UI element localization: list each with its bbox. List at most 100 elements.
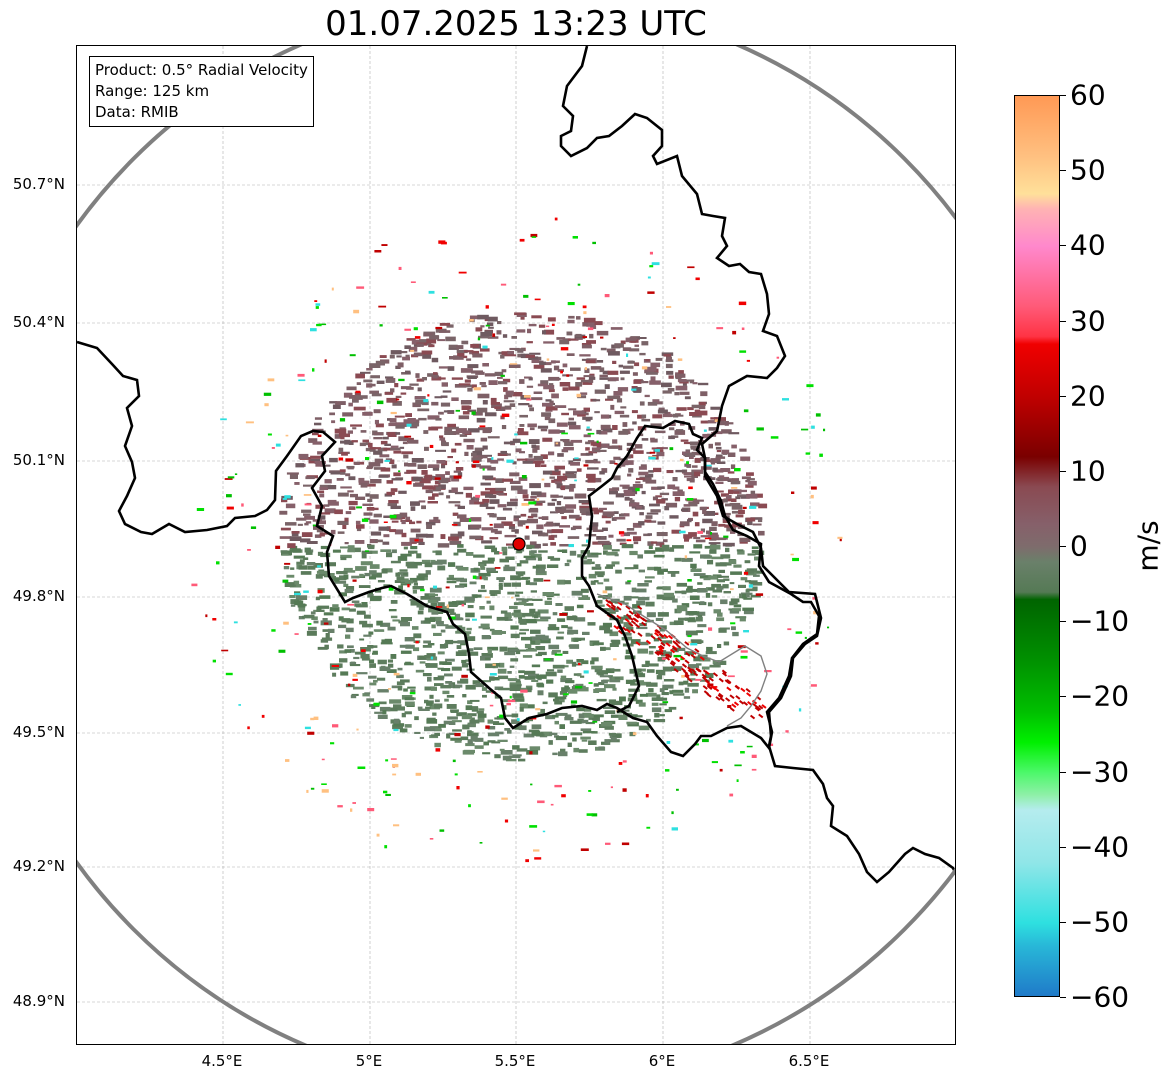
echo-pixel (569, 483, 576, 489)
echo-pixel (664, 506, 670, 511)
echo-pixel (394, 589, 406, 595)
echo-pixel (390, 447, 401, 451)
echo-pixel (628, 360, 634, 364)
echo-pixel (547, 556, 555, 559)
echo-pixel (356, 528, 362, 532)
echo-pixel (396, 355, 402, 358)
echo-pixel (303, 614, 315, 619)
echo-pixel (683, 472, 696, 476)
echo-pixel (410, 528, 421, 533)
echo-pixel-accent (529, 751, 533, 755)
echo-pixel (534, 614, 539, 619)
echo-pixel (413, 633, 422, 639)
echo-streak (630, 628, 636, 634)
echo-pixel (644, 394, 650, 398)
echo-pixel (716, 660, 727, 665)
echo-pixel (498, 578, 504, 583)
echo-pixel (583, 708, 592, 712)
echo-pixel (614, 677, 620, 680)
echo-pixel (467, 651, 479, 656)
echo-pixel (520, 513, 527, 517)
echo-pixel (556, 636, 564, 640)
echo-pixel-accent (494, 567, 501, 569)
echo-pixel (431, 611, 439, 615)
echo-pixel (482, 445, 488, 450)
echo-pixel (529, 746, 541, 751)
echo-pixel (362, 412, 373, 416)
echo-pixel (461, 405, 470, 410)
echo-pixel-accent (697, 530, 703, 534)
echo-pixel (592, 441, 598, 447)
echo-pixel (446, 580, 457, 584)
echo-pixel (512, 693, 524, 698)
echo-pixel-accent (525, 525, 529, 529)
echo-pixel (724, 524, 735, 528)
echo-pixel-accent (321, 758, 325, 761)
echo-pixel (710, 417, 718, 420)
echo-pixel (377, 677, 386, 681)
echo-pixel (320, 464, 331, 467)
echo-pixel (540, 638, 551, 644)
echo-pixel (607, 445, 619, 449)
echo-pixel (662, 684, 674, 689)
echo-pixel (529, 352, 541, 355)
echo-pixel (588, 740, 597, 745)
echo-pixel (303, 484, 313, 487)
echo-pixel-accent (278, 649, 286, 653)
echo-pixel-accent (226, 506, 234, 510)
echo-pixel (432, 486, 442, 492)
echo-pixel (669, 621, 679, 626)
echo-pixel (456, 578, 467, 582)
echo-pixel (484, 545, 496, 549)
echo-pixel (635, 699, 643, 704)
echo-pixel (618, 619, 624, 624)
echo-pixel (498, 351, 503, 355)
echo-pixel (405, 413, 412, 417)
country-borders (77, 46, 955, 884)
echo-pixel (657, 486, 665, 489)
echo-pixel (611, 700, 623, 706)
echo-pixel (516, 329, 526, 333)
echo-pixel (344, 542, 349, 545)
echo-pixel (693, 536, 701, 540)
echo-pixel (516, 577, 529, 580)
radar-map[interactable] (76, 45, 956, 1045)
echo-pixel-accent (355, 390, 361, 394)
echo-pixel (289, 536, 302, 541)
echo-pixel-accent (271, 629, 276, 632)
echo-pixel-accent (376, 833, 380, 837)
echo-pixel-accent (688, 486, 693, 490)
echo-pixel (447, 562, 456, 567)
echo-streak (738, 699, 745, 705)
echo-pixel (585, 447, 590, 451)
echo-pixel (512, 461, 517, 465)
echo-pixel (565, 471, 577, 474)
echo-pixel (572, 458, 581, 462)
echo-pixel (655, 495, 662, 498)
echo-pixel (283, 566, 290, 570)
echo-pixel (329, 412, 335, 416)
echo-pixel (711, 521, 718, 527)
echo-pixel (544, 482, 551, 488)
echo-pixel (390, 615, 398, 619)
echo-pixel (424, 655, 432, 658)
echo-pixel (362, 623, 373, 628)
echo-pixel-accent (673, 337, 676, 339)
echo-pixel (354, 461, 360, 465)
echo-pixel (472, 455, 483, 459)
echo-pixel (581, 660, 589, 665)
echo-pixel (513, 698, 525, 702)
echo-pixel (480, 466, 485, 469)
echo-pixel (737, 494, 748, 498)
echo-pixel (355, 373, 365, 379)
echo-pixel (596, 670, 608, 675)
echo-pixel (555, 430, 566, 434)
echo-pixel (524, 535, 530, 540)
echo-pixel (711, 556, 724, 560)
echo-pixel (458, 415, 470, 420)
echo-pixel (463, 486, 474, 491)
echo-pixel (397, 362, 404, 368)
echo-pixel-accent (451, 524, 458, 526)
echo-pixel (579, 508, 591, 514)
echo-pixel (300, 571, 312, 575)
